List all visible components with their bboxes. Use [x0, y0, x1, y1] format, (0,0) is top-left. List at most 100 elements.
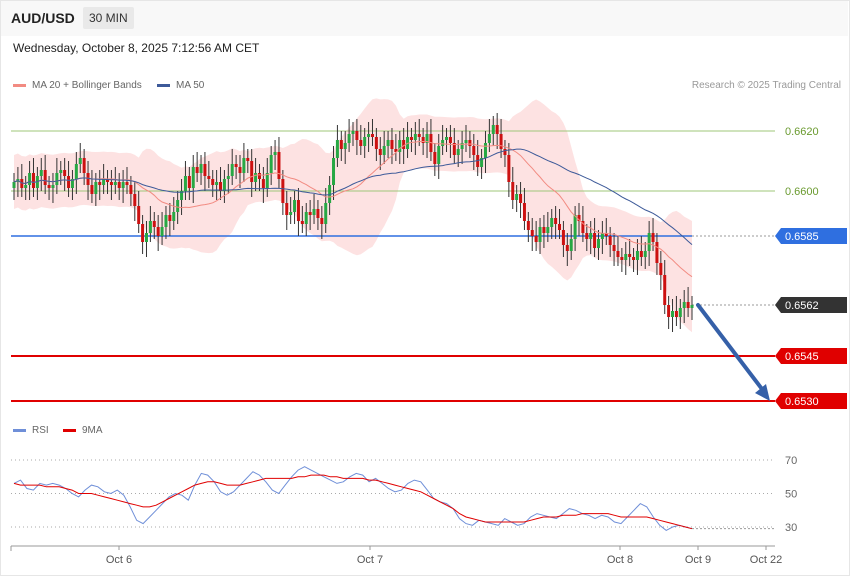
candle-body-48 — [199, 164, 203, 173]
candle-body-39 — [164, 215, 168, 227]
candle-body-20 — [90, 185, 94, 194]
price-tag-2 — [775, 228, 847, 244]
candle-body-158 — [628, 254, 632, 257]
candle-body-145 — [577, 215, 581, 221]
legend-rsi: RSI — [13, 425, 49, 436]
candle-body-132 — [526, 221, 530, 230]
candle-body-141 — [561, 230, 565, 245]
candle-body-60 — [246, 158, 250, 161]
candle-body-52 — [215, 182, 219, 185]
candle-body-70 — [285, 203, 289, 215]
candle-body-79 — [320, 218, 324, 224]
candle-body-102 — [409, 137, 413, 140]
research-credit: Research © 2025 Trading Central — [691, 80, 841, 91]
candle-body-149 — [593, 233, 597, 248]
candle-body-72 — [293, 200, 297, 212]
candle-body-24 — [106, 179, 110, 182]
candle-body-153 — [608, 236, 612, 245]
candle-body-5 — [31, 173, 35, 188]
candle-body-114 — [456, 149, 460, 155]
candle-body-147 — [585, 233, 589, 239]
candle-body-3 — [24, 185, 28, 188]
candle-body-77 — [312, 209, 316, 215]
candle-body-18 — [82, 158, 86, 173]
price-tag-label-3: 0.6562 — [785, 300, 819, 312]
time-tick-label-1: Oct 7 — [357, 554, 383, 566]
candle-body-33 — [141, 224, 145, 242]
candle-body-131 — [522, 203, 526, 221]
candle-body-121 — [483, 143, 487, 158]
price-axis-label-1: 0.6600 — [785, 186, 819, 198]
candle-body-166 — [659, 263, 663, 275]
price-tag-5 — [775, 393, 847, 409]
candle-body-84 — [339, 140, 343, 149]
candle-body-91 — [367, 134, 371, 137]
candle-body-116 — [464, 140, 468, 143]
rsi-swatch — [13, 429, 26, 432]
candle-body-169 — [671, 311, 675, 317]
candle-body-14 — [67, 176, 71, 188]
candle-body-59 — [242, 158, 246, 173]
rsi-series-1 — [13, 474, 693, 530]
rsi-ma-swatch — [63, 429, 76, 432]
candle-body-68 — [277, 152, 281, 179]
candle-body-41 — [172, 212, 176, 221]
candle-body-56 — [230, 164, 234, 176]
time-tick-label-2: Oct 8 — [607, 554, 633, 566]
candle-body-15 — [70, 179, 74, 188]
candle-body-123 — [491, 125, 495, 134]
rsi-ma-label: 9MA — [82, 425, 103, 436]
candle-body-75 — [304, 212, 308, 224]
candle-body-157 — [624, 254, 628, 260]
candle-body-109 — [437, 146, 441, 164]
candle-body-137 — [546, 227, 550, 233]
candle-body-37 — [156, 227, 160, 236]
candle-body-106 — [425, 134, 429, 143]
candle-body-174 — [690, 305, 694, 308]
price-tag-4 — [775, 348, 847, 364]
candle-body-150 — [596, 239, 600, 248]
candle-body-36 — [152, 221, 156, 227]
rsi-series-0 — [13, 466, 693, 531]
candle-body-4 — [28, 173, 32, 185]
price-tag-label-4: 0.6545 — [785, 351, 819, 363]
candle-body-143 — [569, 239, 573, 251]
candle-body-168 — [667, 305, 671, 317]
candle-body-64 — [261, 179, 265, 188]
candle-body-100 — [402, 140, 406, 149]
candle-body-82 — [332, 158, 336, 185]
candle-body-35 — [148, 221, 152, 233]
candle-body-98 — [394, 149, 398, 152]
candle-body-92 — [370, 134, 374, 137]
candle-body-171 — [678, 308, 682, 317]
candle-body-54 — [222, 179, 226, 191]
candle-body-139 — [554, 218, 558, 224]
candle-body-117 — [468, 140, 472, 146]
candle-body-46 — [191, 167, 195, 188]
candle-body-115 — [460, 143, 464, 149]
timeframe-badge[interactable]: 30 MIN — [83, 7, 134, 29]
candle-body-0 — [12, 182, 16, 188]
candle-body-163 — [647, 233, 651, 251]
rsi-axis-label-0: 70 — [785, 455, 797, 467]
candle-body-118 — [472, 146, 476, 155]
candle-body-111 — [445, 137, 449, 140]
candle-body-129 — [515, 194, 519, 200]
candle-body-87 — [351, 131, 355, 134]
candle-body-8 — [43, 170, 47, 185]
candle-body-138 — [550, 218, 554, 227]
candle-body-38 — [160, 227, 164, 236]
candle-body-89 — [359, 140, 363, 146]
candle-body-159 — [632, 257, 636, 260]
candle-body-32 — [137, 206, 141, 224]
time-tick-label-0: Oct 6 — [106, 554, 132, 566]
candle-body-135 — [538, 227, 542, 242]
candle-body-90 — [363, 137, 367, 146]
price-tag-label-2: 0.6585 — [785, 231, 819, 243]
candle-body-73 — [296, 200, 300, 221]
candle-body-51 — [211, 179, 215, 185]
candle-body-9 — [47, 185, 51, 188]
rsi-axis-label-2: 30 — [785, 522, 797, 534]
candle-body-42 — [176, 200, 180, 212]
candle-body-29 — [125, 182, 129, 185]
